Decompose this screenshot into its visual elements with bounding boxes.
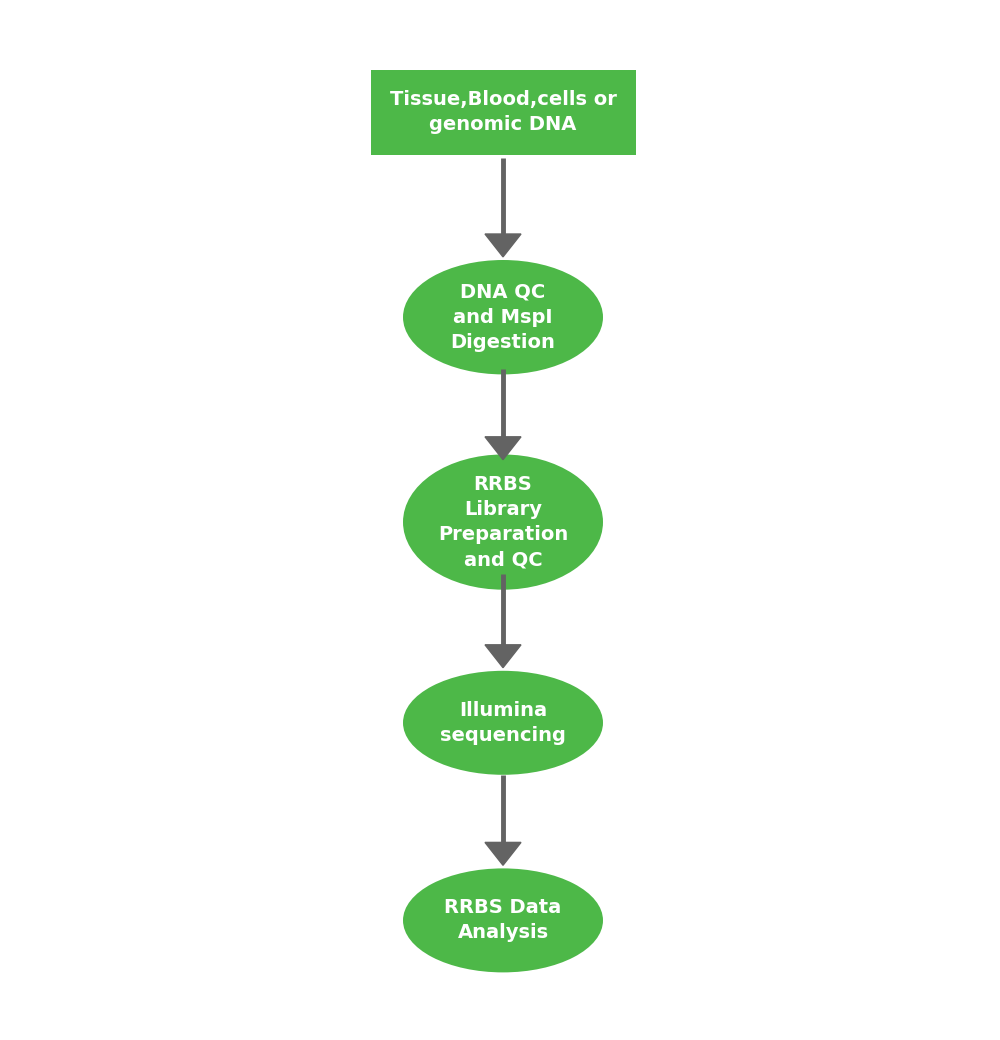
Text: RRBS Data
Analysis: RRBS Data Analysis <box>444 899 562 942</box>
Ellipse shape <box>403 454 603 590</box>
Ellipse shape <box>403 671 603 775</box>
Polygon shape <box>485 645 521 668</box>
Ellipse shape <box>403 868 603 972</box>
Text: DNA QC
and MspI
Digestion: DNA QC and MspI Digestion <box>451 283 555 352</box>
FancyBboxPatch shape <box>370 70 636 155</box>
Polygon shape <box>485 234 521 257</box>
Text: Tissue,Blood,cells or
genomic DNA: Tissue,Blood,cells or genomic DNA <box>390 90 616 134</box>
Text: Illumina
sequencing: Illumina sequencing <box>440 701 566 745</box>
Text: RRBS
Library
Preparation
and QC: RRBS Library Preparation and QC <box>438 475 568 569</box>
Ellipse shape <box>403 260 603 374</box>
Polygon shape <box>485 842 521 865</box>
Polygon shape <box>485 437 521 460</box>
